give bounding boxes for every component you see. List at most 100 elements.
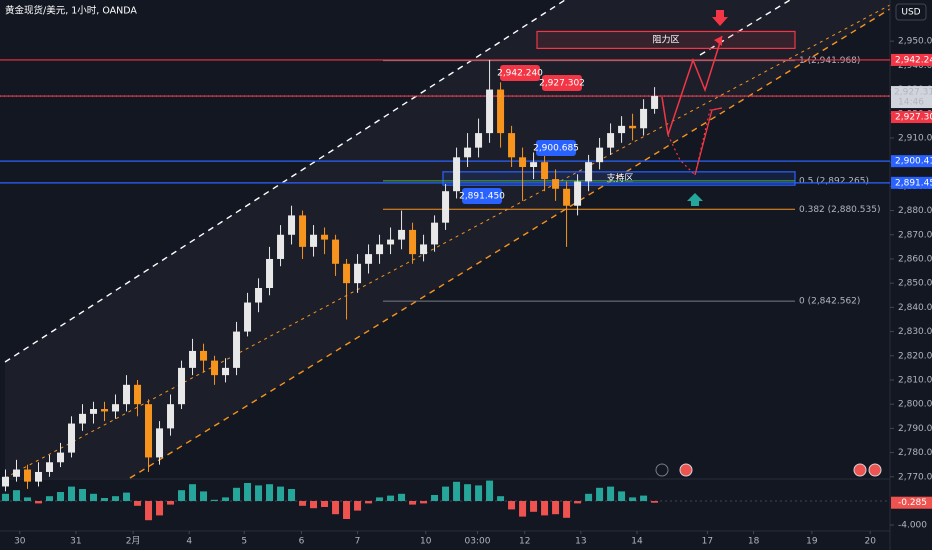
y-tick-label: 2,840.000 (898, 303, 932, 313)
candle-body (112, 404, 120, 412)
candle-body (563, 188, 571, 206)
macd-bar (442, 486, 450, 501)
event-icon[interactable] (868, 463, 882, 477)
y-tick-label: -4.000 (898, 521, 927, 531)
y-tick-label: 2,950.000 (898, 37, 932, 47)
macd-bar (563, 501, 571, 518)
y-tick-label: 2,830.000 (898, 327, 932, 337)
chart-title: 黄金现货/美元, 1小时, OANDA (5, 5, 137, 17)
candle-body (332, 239, 340, 264)
macd-bar (68, 486, 76, 501)
zone-label: 阻力区 (652, 33, 679, 45)
y-tick-label: 2,810.000 (898, 375, 932, 385)
macd-bar (640, 495, 648, 501)
macd-bar (464, 484, 472, 501)
candle-body (585, 162, 593, 182)
macd-bar (497, 496, 505, 501)
macd-bar (123, 492, 131, 501)
candle-body (420, 244, 428, 255)
macd-bar (266, 484, 274, 501)
macd-bar (618, 491, 626, 501)
y-tick-label: 2,910.000 (898, 133, 932, 143)
candle-body (79, 413, 87, 424)
callout-label: 2,942.240 (497, 69, 543, 79)
candle-body (145, 404, 153, 458)
candle-body (167, 404, 175, 429)
callout-label: 2,891.450 (459, 192, 505, 202)
macd-bar (453, 481, 461, 501)
macd-bar (299, 501, 307, 506)
candle-body (387, 239, 395, 245)
y-tick-label: 2,770.000 (898, 472, 932, 482)
macd-bar (607, 486, 615, 501)
y-tick-label: 2,850.000 (898, 279, 932, 289)
x-tick-label: 31 (70, 537, 81, 547)
candle-body (35, 471, 43, 482)
candle-body (277, 234, 285, 259)
macd-bar (376, 497, 384, 501)
macd-bar (233, 487, 241, 501)
x-tick-label: 12 (519, 537, 530, 547)
event-icon[interactable] (853, 463, 867, 477)
candle-body (453, 157, 461, 192)
candle-body (365, 254, 373, 264)
candle-body (299, 215, 307, 247)
macd-bar (2, 493, 10, 501)
macd-bar (343, 501, 351, 519)
candle-body (519, 157, 527, 167)
macd-bar (167, 501, 175, 505)
candle-body (596, 147, 604, 163)
event-icon[interactable] (655, 463, 669, 477)
macd-bar (24, 497, 32, 501)
candle-body (222, 367, 230, 376)
down-arrow (712, 10, 728, 26)
candle-body (640, 108, 648, 129)
x-tick-label: 13 (575, 537, 586, 547)
level-price-label: 2,942.240 (895, 55, 932, 65)
x-tick-label: 20 (864, 537, 876, 547)
candle-body (310, 234, 318, 247)
channel-line (129, 8, 891, 479)
macd-bar (486, 480, 494, 501)
event-icon[interactable] (679, 463, 693, 477)
x-tick-label: 17 (702, 537, 713, 547)
macd-bar (90, 493, 98, 501)
candle-body (46, 462, 54, 472)
y-tick-label: 2,860.000 (898, 254, 932, 264)
candle-body (178, 367, 186, 405)
candle-body (343, 263, 351, 284)
x-tick-label: 7 (355, 537, 361, 547)
macd-bar (211, 499, 219, 501)
macd-bar (431, 495, 439, 501)
zone (442, 171, 796, 186)
y-tick-label: 2,780.000 (898, 448, 932, 458)
candle-body (541, 162, 549, 180)
x-tick-label: 18 (748, 537, 760, 547)
macd-bar (145, 501, 153, 521)
macd-bar (156, 501, 164, 516)
y-tick-label: 2,800.000 (898, 400, 932, 410)
macd-bar (134, 501, 142, 506)
candle-body (409, 229, 417, 255)
macd-bar (101, 498, 109, 501)
macd-bar (244, 483, 252, 501)
currency-label[interactable]: USD (901, 8, 920, 18)
level-price-box (891, 53, 932, 66)
y-tick-label: 2,870.000 (898, 230, 932, 240)
level-price-box (891, 155, 932, 168)
callout-label: 2,927.302 (539, 79, 585, 89)
projection-path (694, 107, 723, 176)
candle-body (266, 258, 274, 289)
macd-bar (530, 501, 538, 512)
macd-bar (475, 485, 483, 501)
candle-body (497, 89, 505, 134)
candle-body (629, 125, 637, 129)
macd-bar (420, 501, 428, 504)
candle-body (354, 263, 362, 284)
candle-body (552, 179, 560, 189)
level-price-label: 2,927.302 (895, 113, 932, 123)
currency-button[interactable] (895, 3, 927, 21)
candle-body (24, 469, 32, 482)
zone (536, 30, 796, 50)
macd-bar (178, 490, 186, 501)
